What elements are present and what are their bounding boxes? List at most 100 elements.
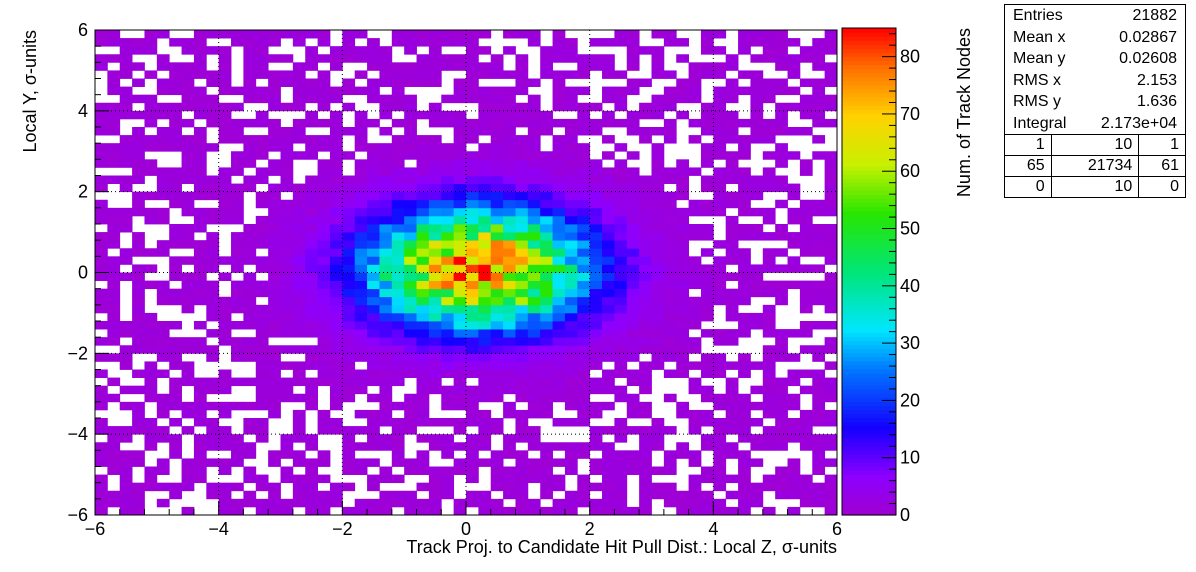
heatmap-cell — [416, 369, 430, 378]
heatmap-cell — [577, 240, 591, 249]
heatmap-cell — [713, 353, 727, 362]
heatmap-cell — [292, 224, 306, 233]
heatmap-cell — [391, 143, 405, 152]
heatmap-cell — [614, 118, 628, 128]
heatmap-cell — [342, 304, 356, 314]
heatmap-cell — [466, 466, 479, 475]
heatmap-cell — [193, 321, 207, 330]
heatmap-cell — [317, 264, 331, 273]
heatmap-cell — [713, 199, 727, 209]
heatmap-cell — [614, 207, 628, 217]
heatmap-cell — [812, 102, 826, 112]
heatmap-cell — [552, 304, 566, 314]
heatmap-cell — [255, 337, 269, 346]
heatmap-cell — [466, 288, 479, 298]
heatmap-cell — [268, 345, 281, 354]
color-scale-segment — [842, 417, 896, 423]
heatmap-cell — [292, 482, 306, 492]
heatmap-cell — [95, 426, 108, 435]
heatmap-cell — [589, 312, 603, 322]
heatmap-cell — [540, 224, 553, 233]
heatmap-cell — [329, 264, 343, 273]
heatmap-cell — [552, 442, 566, 451]
heatmap-cell — [676, 94, 689, 104]
heatmap-cell — [466, 30, 479, 39]
heatmap-cell — [453, 256, 467, 265]
heatmap-cell — [95, 54, 108, 63]
heatmap-cell — [577, 102, 591, 112]
heatmap-cell — [404, 490, 417, 500]
x-tick-label: 4 — [708, 519, 718, 539]
heatmap-cell — [552, 232, 566, 241]
y-axis-label: Local Y, σ-units — [20, 30, 40, 153]
heatmap-cell — [404, 175, 417, 184]
heatmap-cell — [119, 482, 133, 492]
heatmap-cell — [503, 183, 516, 193]
heatmap-cell — [787, 434, 801, 443]
heatmap-cell — [367, 199, 380, 209]
heatmap-cell — [503, 224, 516, 233]
heatmap-cell — [824, 38, 838, 47]
heatmap-cell — [478, 215, 492, 225]
color-scale-segment — [842, 56, 896, 62]
heatmap-cell — [193, 151, 207, 160]
heatmap-cell — [614, 175, 628, 184]
heatmap-cell — [156, 191, 170, 201]
heatmap-cell — [132, 38, 145, 47]
heatmap-cell — [552, 215, 566, 225]
heatmap-cell — [552, 312, 566, 322]
heatmap-cell — [367, 215, 380, 225]
heatmap-cell — [119, 224, 133, 233]
heatmap-cell — [552, 54, 566, 63]
heatmap-cell — [577, 127, 591, 136]
heatmap-cell — [552, 272, 566, 281]
heatmap-cell — [775, 78, 788, 87]
color-scale-segment — [842, 125, 896, 131]
heatmap-cell — [750, 86, 764, 96]
color-scale-segment — [842, 198, 896, 204]
heatmap-cell — [762, 135, 776, 144]
heatmap-cell — [564, 442, 578, 451]
heatmap-cell — [428, 46, 442, 55]
heatmap-cell — [614, 183, 628, 193]
heatmap-cell — [280, 466, 294, 475]
heatmap-cell — [169, 337, 182, 346]
heatmap-cell — [466, 232, 479, 241]
heatmap-cell — [540, 312, 553, 322]
heatmap-cell — [354, 135, 368, 144]
heatmap-cell — [676, 159, 689, 168]
heatmap-cell — [700, 46, 714, 55]
heatmap-cell — [725, 474, 739, 484]
heatmap-cell — [713, 135, 727, 144]
heatmap-cell — [268, 321, 281, 330]
heatmap-cell — [552, 369, 566, 378]
heatmap-cell — [602, 498, 615, 508]
heatmap-cell — [329, 321, 343, 330]
heatmap-cell — [367, 409, 380, 419]
heatmap-cell — [391, 312, 405, 322]
heatmap-cell — [329, 280, 343, 290]
heatmap-cell — [107, 304, 121, 314]
heatmap-cell — [626, 232, 640, 241]
heatmap-cell — [268, 183, 281, 193]
heatmap-cell — [527, 345, 541, 354]
heatmap-cell — [614, 329, 628, 338]
heatmap-cell — [441, 418, 455, 427]
heatmap-cell — [478, 312, 492, 322]
heatmap-cell — [193, 240, 207, 249]
z-tick-label: 0 — [900, 505, 910, 525]
heatmap-cell — [243, 442, 257, 451]
heatmap-cell — [280, 127, 294, 136]
heatmap-cell — [255, 30, 269, 39]
heatmap-cell — [132, 458, 145, 467]
heatmap-cell — [750, 498, 764, 508]
heatmap-cell — [268, 385, 281, 395]
heatmap-cell — [626, 46, 640, 55]
heatmap-cell — [589, 321, 603, 330]
heatmap-cell — [317, 240, 331, 249]
heatmap-cell — [181, 466, 195, 475]
heatmap-cell — [577, 329, 591, 338]
heatmap-cell — [391, 38, 405, 47]
heatmap-cell — [527, 232, 541, 241]
heatmap-cell — [280, 280, 294, 290]
